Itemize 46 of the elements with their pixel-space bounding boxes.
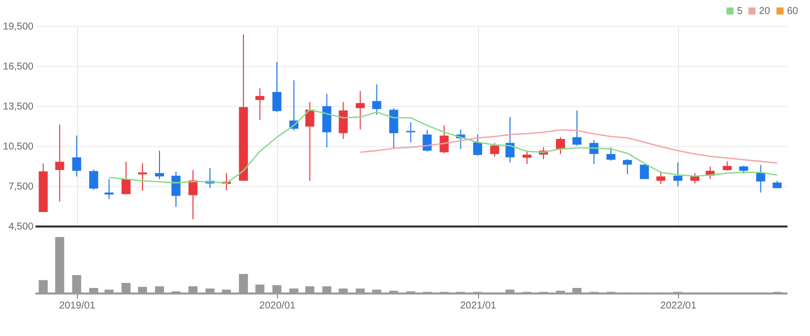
candlestick xyxy=(356,90,365,130)
candlestick xyxy=(272,61,282,113)
candlestick xyxy=(656,170,666,185)
candlestick xyxy=(72,135,82,177)
candlestick xyxy=(756,164,766,194)
candlestick xyxy=(522,150,532,164)
candlestick xyxy=(640,164,649,180)
candlestick xyxy=(722,160,732,172)
candlestick xyxy=(622,158,632,175)
candlestick xyxy=(171,171,180,208)
candlestick xyxy=(188,170,198,220)
candlestick xyxy=(55,124,64,202)
candlestick xyxy=(506,116,515,163)
candlestick xyxy=(389,108,398,149)
candlestick xyxy=(422,129,432,152)
legend-label: 20 xyxy=(759,6,771,17)
candlestick xyxy=(155,150,164,180)
candlestick xyxy=(490,142,500,158)
candlestick xyxy=(122,161,131,195)
x-tick-label: 2021/01 xyxy=(460,300,497,312)
candlestick xyxy=(338,102,348,140)
y-tick-label: 16,500 xyxy=(2,62,34,72)
y-tick-label: 10,500 xyxy=(2,142,34,152)
x-tick-label: 2022/01 xyxy=(660,300,697,312)
candlestick xyxy=(305,102,314,182)
x-tick-label: 2019/01 xyxy=(59,300,96,312)
y-tick-label: 7,500 xyxy=(8,182,34,192)
y-tick-label: 4,500 xyxy=(8,222,34,232)
x-tick-label: 2020/01 xyxy=(259,300,296,312)
legend-label: 5 xyxy=(737,6,743,17)
candlestick xyxy=(104,178,114,200)
line-series xyxy=(360,129,778,164)
candlestick xyxy=(606,146,616,162)
candlestick xyxy=(473,134,482,156)
candlestick xyxy=(673,162,682,188)
candlestick xyxy=(372,84,382,116)
candlestick xyxy=(440,124,449,154)
candlestick xyxy=(138,162,148,192)
y-tick-label: 13,500 xyxy=(2,102,34,112)
candlestick xyxy=(89,169,98,190)
y-tick-label: 19,500 xyxy=(2,22,34,32)
legend-label: 60 xyxy=(787,6,799,17)
candlestick xyxy=(255,88,264,120)
candlestick xyxy=(572,110,582,146)
candlestick xyxy=(556,136,565,154)
candlestick xyxy=(406,122,416,143)
